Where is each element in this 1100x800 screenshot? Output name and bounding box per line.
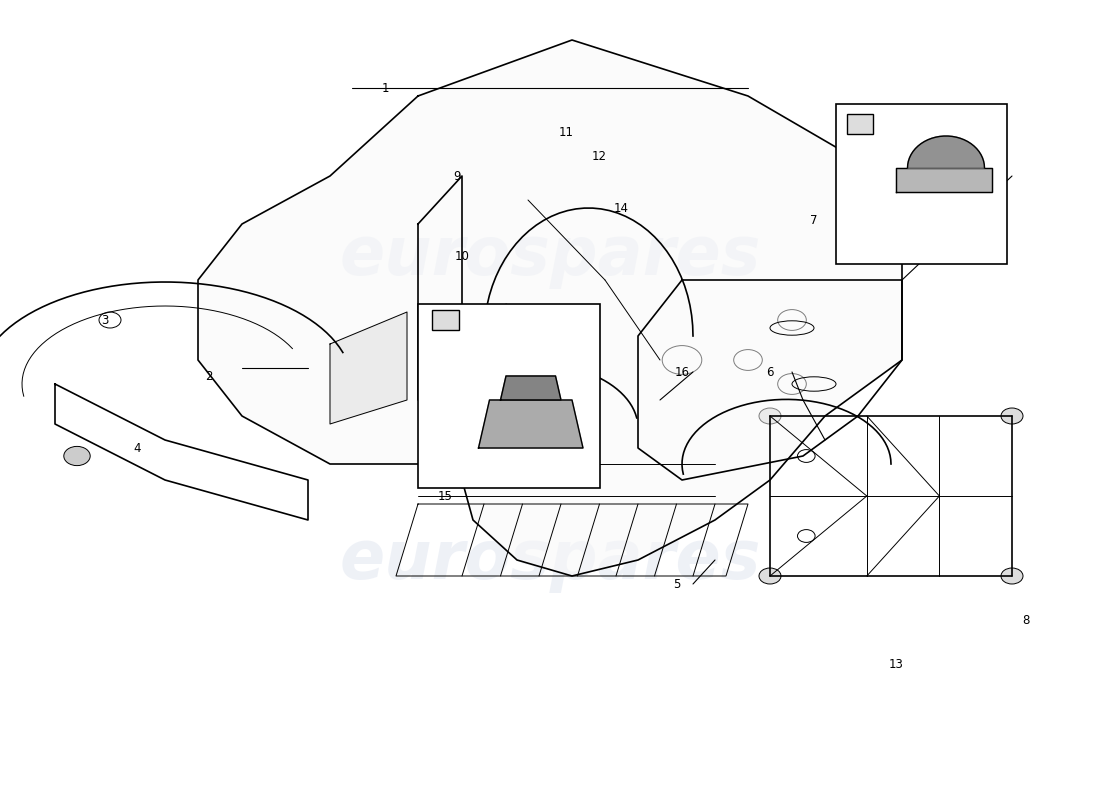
Circle shape (759, 408, 781, 424)
Circle shape (1001, 408, 1023, 424)
Text: 8: 8 (1023, 614, 1030, 626)
Circle shape (759, 568, 781, 584)
Polygon shape (478, 400, 583, 448)
Polygon shape (908, 136, 985, 168)
Text: 6: 6 (767, 366, 773, 378)
Bar (432, 310, 459, 330)
Circle shape (1001, 568, 1023, 584)
Polygon shape (330, 312, 407, 424)
Circle shape (436, 397, 444, 403)
Polygon shape (896, 168, 992, 192)
Text: 13: 13 (889, 658, 904, 670)
Text: 3: 3 (101, 314, 108, 326)
Polygon shape (198, 40, 902, 576)
Circle shape (504, 334, 552, 370)
Circle shape (937, 210, 955, 222)
Circle shape (447, 413, 455, 419)
Circle shape (425, 381, 433, 387)
Text: eurospares: eurospares (339, 527, 761, 593)
Text: eurospares: eurospares (339, 223, 761, 289)
Text: 1: 1 (382, 82, 388, 94)
Text: 14: 14 (614, 202, 629, 214)
Text: 12: 12 (592, 150, 607, 162)
Text: 2: 2 (206, 370, 212, 382)
Circle shape (519, 346, 537, 358)
Text: 15: 15 (438, 490, 453, 502)
Polygon shape (500, 376, 561, 400)
Bar (836, 104, 1006, 264)
Bar (847, 114, 873, 134)
Bar (418, 304, 600, 488)
Text: 7: 7 (811, 214, 817, 226)
Text: 9: 9 (453, 170, 460, 182)
Text: 5: 5 (673, 578, 680, 590)
Text: 16: 16 (674, 366, 690, 378)
Circle shape (64, 446, 90, 466)
Text: 11: 11 (559, 126, 574, 138)
Text: 4: 4 (134, 442, 141, 454)
Text: 10: 10 (454, 250, 470, 262)
Circle shape (551, 453, 571, 467)
Circle shape (922, 198, 970, 234)
